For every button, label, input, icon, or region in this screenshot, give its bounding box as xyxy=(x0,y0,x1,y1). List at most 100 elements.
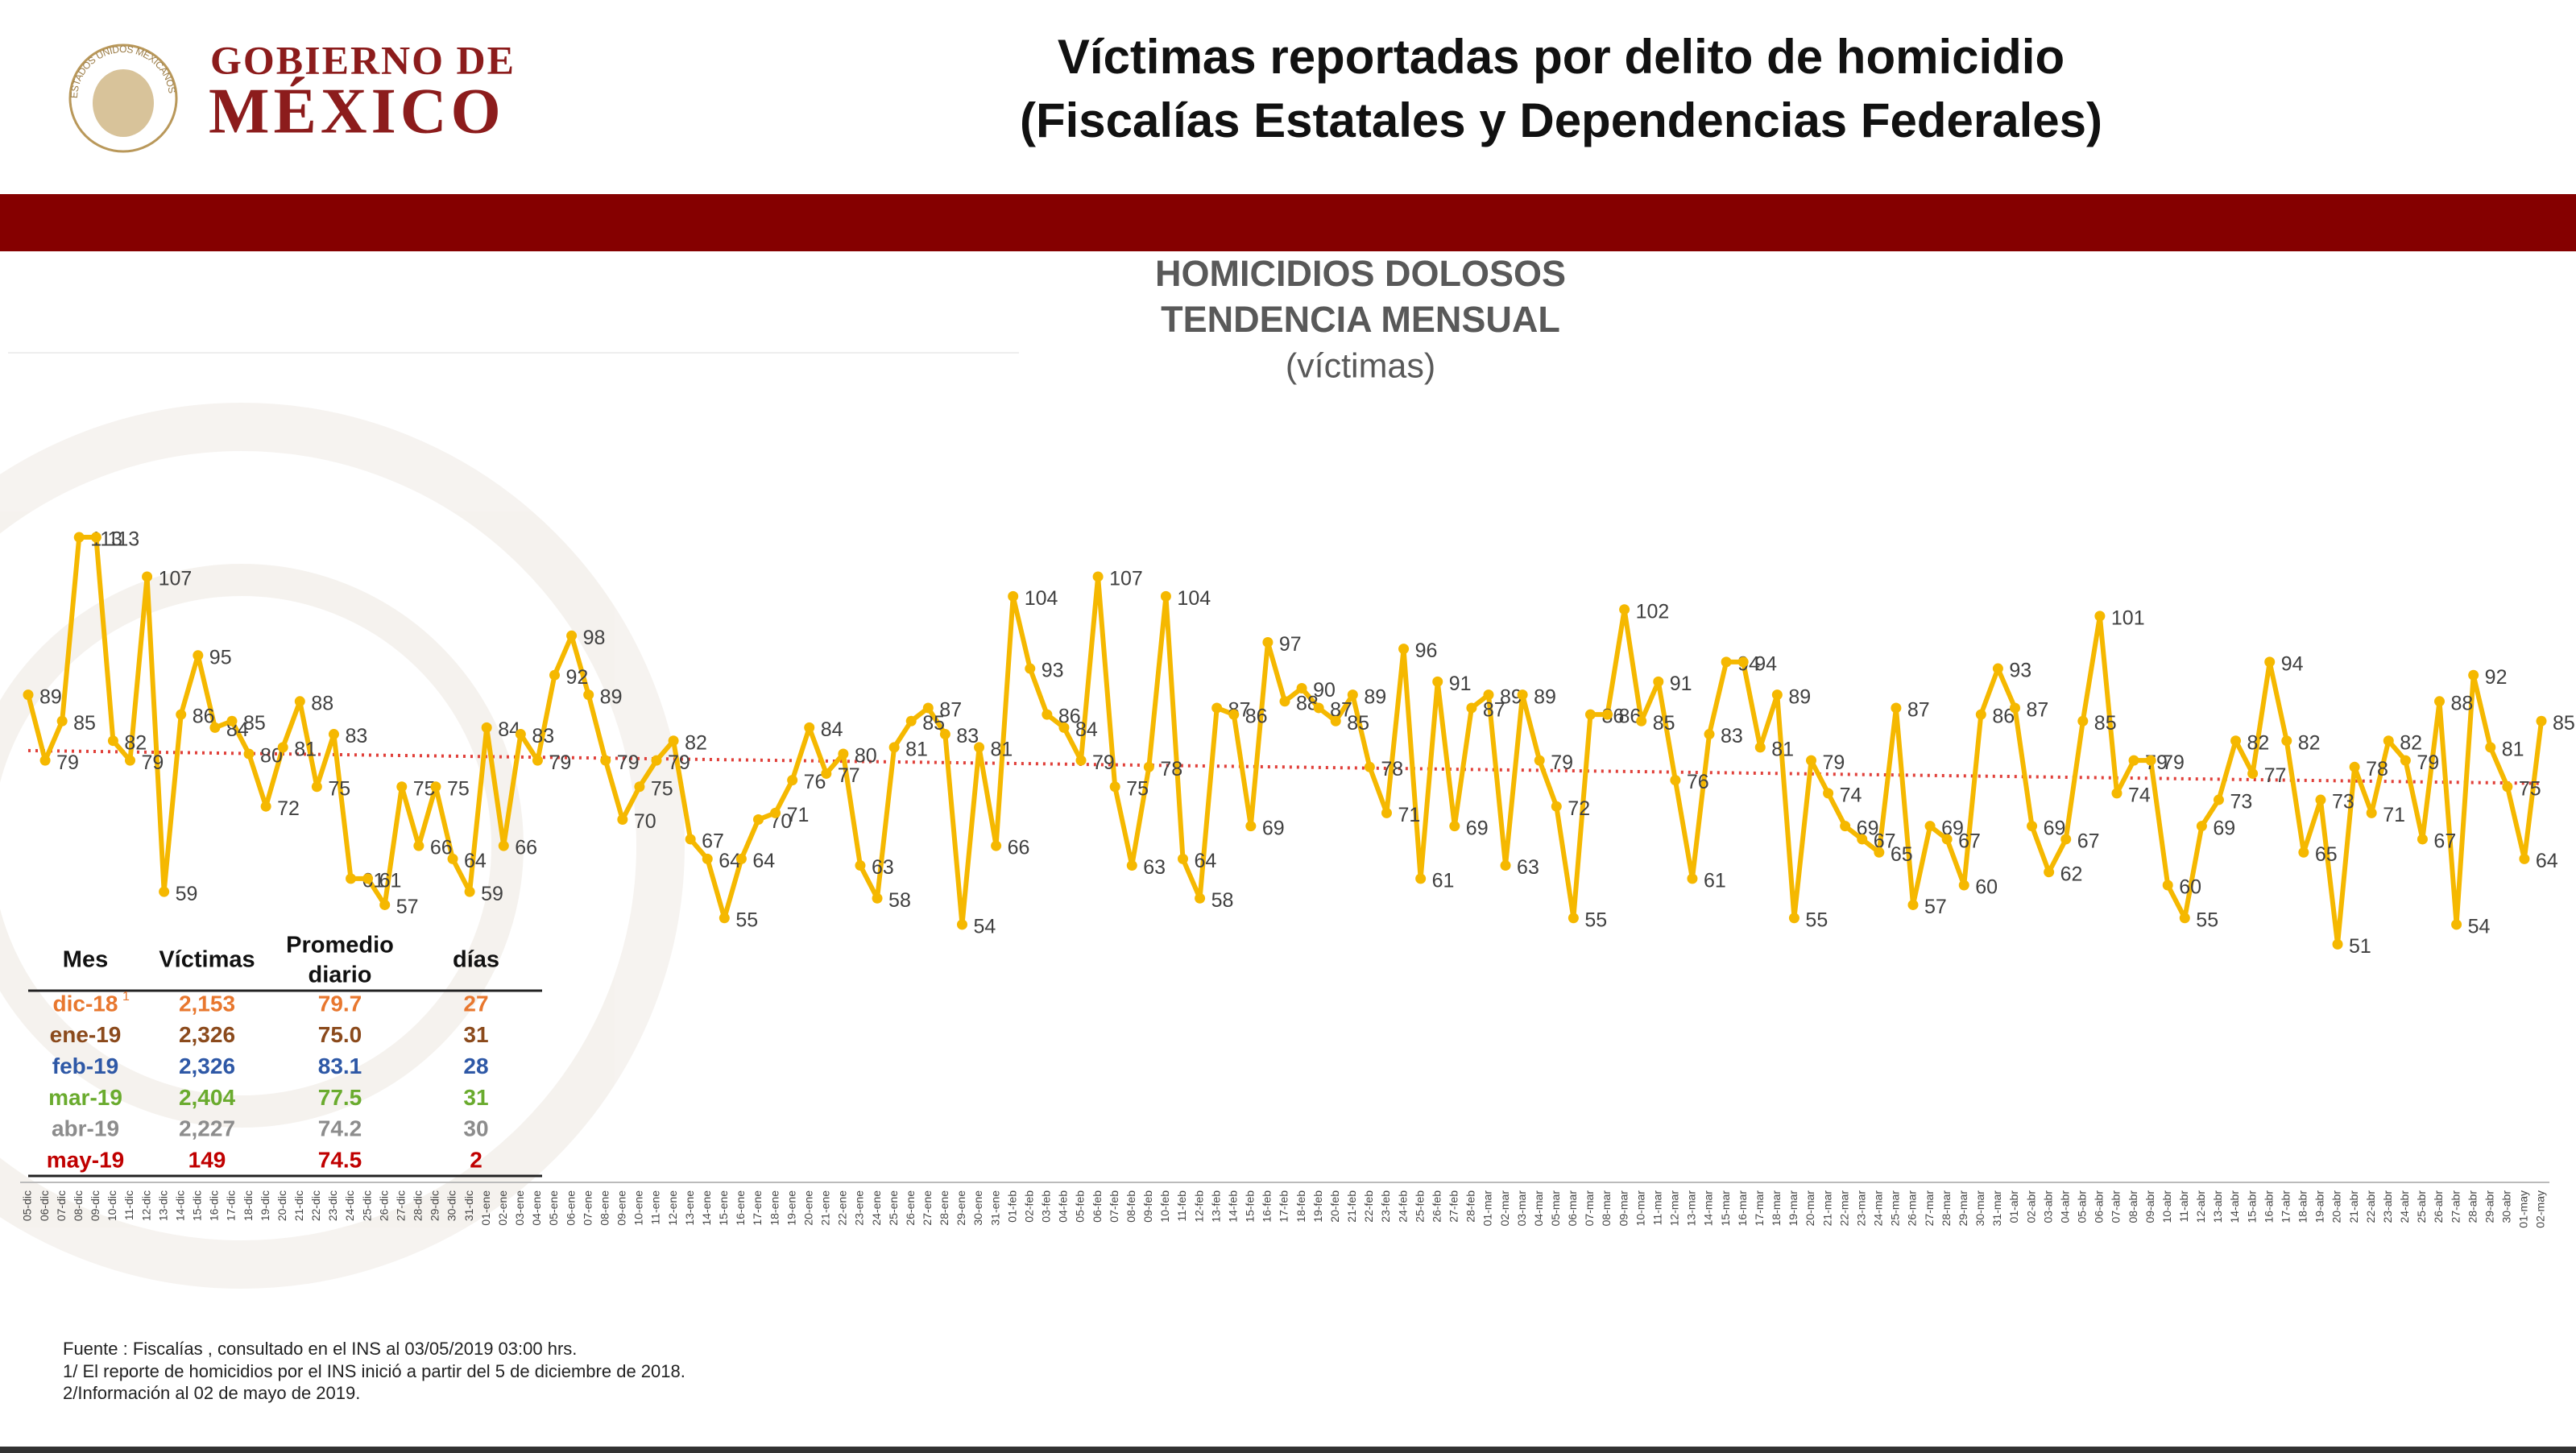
point xyxy=(1466,702,1477,714)
value-label: 92 xyxy=(2485,666,2508,689)
point xyxy=(1941,834,1953,845)
value-label: 81 xyxy=(991,738,1013,760)
table-cell: 30 xyxy=(463,1116,488,1141)
point xyxy=(1771,689,1783,701)
value-label: 64 xyxy=(752,850,775,872)
point xyxy=(855,860,866,871)
point xyxy=(956,919,967,930)
table-cell: 74.5 xyxy=(318,1147,362,1172)
x-tick-label: 25-feb xyxy=(1413,1190,1426,1223)
value-label: 66 xyxy=(515,837,537,859)
point xyxy=(735,853,747,864)
point xyxy=(2044,867,2055,878)
point xyxy=(1721,656,1732,668)
x-tick-label: 24-mar xyxy=(1872,1190,1885,1227)
x-tick-label: 07-ene xyxy=(581,1190,594,1226)
x-tick-label: 05-dic xyxy=(21,1190,34,1221)
table-cell: 2,227 xyxy=(179,1116,235,1141)
value-label: 60 xyxy=(1975,876,1998,899)
value-label: 84 xyxy=(821,718,843,741)
x-tick-label: 21-mar xyxy=(1820,1190,1833,1227)
x-tick-label: 10-feb xyxy=(1158,1190,1171,1223)
value-label: 107 xyxy=(1109,568,1143,590)
x-tick-label: 18-ene xyxy=(768,1190,781,1226)
point xyxy=(107,735,118,747)
point xyxy=(2077,715,2089,726)
value-label: 83 xyxy=(345,725,367,747)
x-tick-label: 04-abr xyxy=(2058,1190,2071,1223)
point xyxy=(1534,755,1545,766)
x-tick-label: 20-dic xyxy=(275,1190,288,1221)
value-label: 73 xyxy=(2332,791,2354,813)
x-tick-label: 26-abr xyxy=(2432,1190,2445,1223)
point xyxy=(1754,742,1766,753)
point xyxy=(1364,761,1375,772)
point xyxy=(1296,683,1307,693)
value-label: 55 xyxy=(735,909,758,931)
point xyxy=(260,801,271,812)
footnote: Fuente : Fiscalías , consultado en el IN… xyxy=(63,1339,577,1359)
value-label: 67 xyxy=(2433,830,2456,853)
x-tick-label: 21-dic xyxy=(292,1190,305,1221)
value-label: 69 xyxy=(2044,817,2066,839)
point xyxy=(2281,735,2292,747)
point xyxy=(1619,604,1630,615)
point xyxy=(1653,676,1664,687)
x-tick-label: 23-mar xyxy=(1854,1190,1867,1227)
x-tick-label: 16-ene xyxy=(734,1190,747,1226)
x-tick-label: 27-mar xyxy=(1923,1190,1936,1227)
x-tick-label: 06-feb xyxy=(1091,1190,1104,1223)
value-label: 88 xyxy=(311,692,333,714)
point xyxy=(752,814,764,825)
point xyxy=(39,755,51,766)
x-tick-label: 13-abr xyxy=(2211,1190,2224,1223)
value-label: 104 xyxy=(1177,587,1211,610)
point xyxy=(2502,781,2513,793)
x-tick-label: 03-feb xyxy=(1040,1190,1053,1223)
value-label: 82 xyxy=(2298,731,2321,754)
point xyxy=(922,702,934,714)
value-label: 57 xyxy=(1924,896,1947,918)
title: (Fiscalías Estatales y Dependencias Fede… xyxy=(1020,93,2102,147)
point xyxy=(566,630,578,641)
value-label: 61 xyxy=(379,869,402,892)
point xyxy=(1584,709,1596,720)
point xyxy=(1788,913,1799,924)
value-label: 55 xyxy=(1805,909,1828,931)
point xyxy=(2298,847,2309,858)
point xyxy=(124,755,135,766)
point xyxy=(328,729,339,740)
bottom-border xyxy=(0,1447,2576,1453)
value-label: 59 xyxy=(481,883,503,905)
chart-title: HOMICIDIOS DOLOSOS xyxy=(1155,253,1566,294)
point xyxy=(974,742,985,753)
value-label: 72 xyxy=(277,797,300,820)
point xyxy=(515,729,526,740)
point xyxy=(1687,873,1698,884)
table-header: días xyxy=(453,947,499,973)
value-label: 75 xyxy=(447,777,470,800)
x-tick-label: 31-mar xyxy=(1990,1190,2003,1227)
value-label: 87 xyxy=(1907,699,1930,722)
x-tick-label: 27-feb xyxy=(1447,1190,1460,1223)
point xyxy=(1704,729,1715,740)
value-label: 94 xyxy=(1754,653,1777,676)
x-tick-label: 16-feb xyxy=(1261,1190,1274,1223)
point xyxy=(1211,702,1223,714)
value-label: 71 xyxy=(787,804,810,826)
value-label: 57 xyxy=(396,896,419,918)
value-label: 78 xyxy=(1160,758,1182,780)
value-label: 72 xyxy=(1568,797,1590,820)
x-tick-label: 14-abr xyxy=(2228,1190,2241,1223)
x-tick-label: 25-abr xyxy=(2415,1190,2428,1223)
x-tick-label: 10-dic xyxy=(106,1190,118,1221)
table-cell: 2,404 xyxy=(179,1085,235,1110)
point xyxy=(1483,689,1494,701)
x-tick-label: 18-dic xyxy=(242,1190,255,1221)
x-tick-label: 21-ene xyxy=(819,1190,832,1226)
x-tick-label: 20-feb xyxy=(1328,1190,1341,1223)
x-tick-label: 09-ene xyxy=(615,1190,628,1226)
point xyxy=(1551,801,1562,812)
value-label: 55 xyxy=(2196,909,2218,931)
point xyxy=(2451,919,2462,930)
